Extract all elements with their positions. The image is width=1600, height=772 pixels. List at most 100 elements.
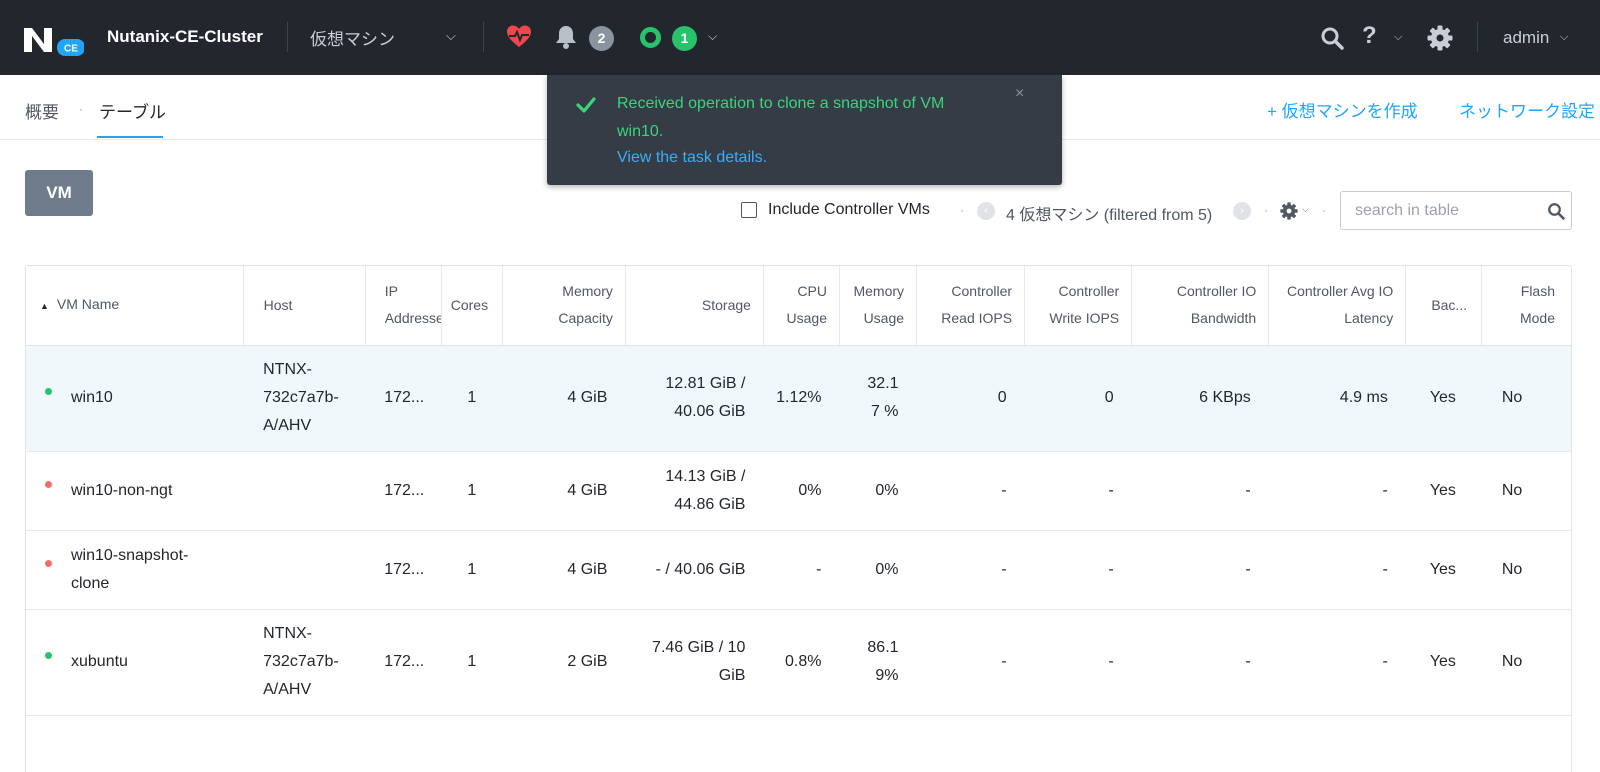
write-iops-cell: 0 [1024,345,1132,452]
cpu-cell: - [763,530,840,610]
network-config-link[interactable]: ネットワーク設定 [1459,102,1595,121]
col-header-label: Controller IO [1176,283,1257,300]
col-header-cores[interactable]: Cores [441,266,503,346]
col-header-controller-read-iops[interactable]: Controller Read IOPS [916,266,1026,346]
include-cvm-checkbox[interactable] [741,202,757,218]
health-heart-icon[interactable] [506,24,532,50]
col-header-memory-capacity[interactable]: Memory Capacity [502,266,626,346]
bell-icon[interactable] [554,24,578,50]
search-icon[interactable] [1547,202,1565,220]
table-search-input[interactable] [1355,200,1535,222]
col-header-backup[interactable]: Bac... [1405,266,1483,346]
sort-ascending-icon: ▲ [40,300,49,311]
col-header-label: Usage [863,310,905,327]
col-header-storage[interactable]: Storage [625,266,764,346]
read-iops-cell: - [916,451,1025,531]
vm-view-button[interactable]: VM [25,170,93,216]
check-icon [576,97,596,113]
col-header-label: Storage [701,296,751,313]
search-icon[interactable] [1320,26,1344,50]
vm-name-cell[interactable]: win10-non-ngt [26,451,244,531]
alert-count-badge[interactable]: 2 [589,26,614,51]
col-header-label: Controller [951,283,1013,300]
separator-dot: · [960,203,964,217]
col-header-label: Read IOPS [941,310,1013,327]
vm-name-cell[interactable]: win10 [26,345,244,452]
tab-table[interactable]: テーブル [99,103,166,122]
vm-name[interactable]: win10-non-ngt [71,481,173,499]
chevron-down-icon[interactable]: ⌵ [1302,204,1309,214]
chevron-down-icon[interactable]: ⌵ [1394,31,1403,43]
col-header-cpu-usage[interactable]: CPU Usage [763,266,840,346]
read-iops-cell: - [916,530,1025,610]
flash-mode-cell: No [1481,451,1571,531]
cpu-cell: 1.12% [763,345,840,452]
flash-mode-cell: No [1481,609,1571,716]
col-header-label: Usage [786,310,827,327]
create-vm-link[interactable]: + 仮想マシンを作成 [1267,102,1418,121]
col-header-controller-io-bandwidth[interactable]: Controller IO Bandwidth [1131,266,1270,346]
vm-table: ▲ VM Name Host IP Addresses Cores Memory Ca… [25,265,1572,772]
storage-cell: 14.13 GiB / 44.86 GiB [625,451,764,531]
storage-cell: - / 40.06 GiB [625,530,764,610]
col-header-label: Flash [1520,283,1555,300]
chevron-down-icon[interactable]: ⌵ [708,29,718,43]
col-header-controller-avg-io-latency[interactable]: Controller Avg IO Latency [1268,266,1407,346]
col-header-vm-name[interactable]: ▲ VM Name [26,266,244,346]
memory-cell: 2 GiB [502,609,626,716]
pagination-summary: 4 仮想マシン (filtered from 5) [1006,207,1213,224]
col-header-label: Controller Avg IO [1286,283,1394,300]
col-header-host[interactable]: Host [243,266,366,346]
host-cell[interactable]: NTNX-732c7a7b-A/AHV [243,609,366,716]
col-header-label: Latency [1344,310,1394,327]
table-row[interactable]: win10-non-ngt 172... 1 4 GiB 14.13 GiB /… [26,451,1571,531]
nutanix-logo[interactable]: CE [24,26,84,56]
cores-cell: 1 [441,451,503,531]
table-settings-gear-icon[interactable] [1280,202,1298,220]
col-header-label: Bac... [1431,296,1468,313]
vm-name[interactable]: win10 [71,389,113,406]
vm-name[interactable]: xubuntu [71,653,128,670]
vm-status-off-icon [45,480,52,488]
vm-status-on-icon [45,388,52,395]
table-row[interactable]: xubuntu NTNX-732c7a7b-A/AHV 172... 1 2 G… [26,609,1571,716]
vm-status-on-icon [45,652,52,659]
entity-select[interactable]: 仮想マシン [310,30,395,49]
vm-name-cell[interactable]: win10-snapshot-clone [26,530,244,610]
table-search-box [1340,191,1572,230]
col-header-label: VM Name [56,295,120,312]
close-icon[interactable]: × [1015,85,1025,102]
chevron-down-icon[interactable]: ⌵ [446,28,456,43]
tab-overview[interactable]: 概要 [25,103,59,122]
vm-name-cell[interactable]: xubuntu [26,609,244,716]
previous-page-button[interactable]: ‹ [977,202,995,220]
backup-cell: Yes [1405,530,1482,610]
view-task-details-link[interactable]: View the task details. [617,149,768,166]
col-header-label: CPU [797,283,827,300]
host-cell[interactable] [243,451,366,531]
io-latency-cell: - [1268,451,1406,531]
col-header-label: Mode [1519,310,1555,327]
col-header-ip-addresses[interactable]: IP Addresses [365,266,442,346]
vm-name[interactable]: win10-snapshot-clone [71,546,189,592]
help-icon[interactable]: ? [1362,22,1377,49]
gear-icon[interactable] [1427,25,1453,51]
col-header-label: Controller [1058,283,1120,300]
col-header-flash-mode[interactable]: Flash Mode [1481,266,1571,346]
cpu-cell: 0.8% [763,609,840,716]
tab-separator: · [79,102,83,116]
table-row[interactable]: win10 NTNX-732c7a7b-A/AHV 172... 1 4 GiB… [26,345,1571,452]
host-cell[interactable]: NTNX-732c7a7b-A/AHV [243,345,366,452]
table-row[interactable]: win10-snapshot-clone 172... 1 4 GiB - / … [26,530,1571,610]
host-cell[interactable] [243,530,366,610]
task-ring-icon[interactable] [640,27,661,48]
col-header-label: Addresses [384,310,441,327]
chevron-down-icon[interactable]: ⌵ [1560,31,1569,43]
col-header-controller-write-iops[interactable]: Controller Write IOPS [1024,266,1133,346]
user-menu[interactable]: admin [1503,28,1550,47]
next-page-button[interactable]: › [1233,202,1251,220]
cluster-name[interactable]: Nutanix-CE-Cluster [107,27,263,46]
task-count-badge[interactable]: 1 [672,26,697,51]
col-header-memory-usage[interactable]: Memory Usage [839,266,918,346]
include-cvm-label[interactable]: Include Controller VMs [768,201,930,218]
